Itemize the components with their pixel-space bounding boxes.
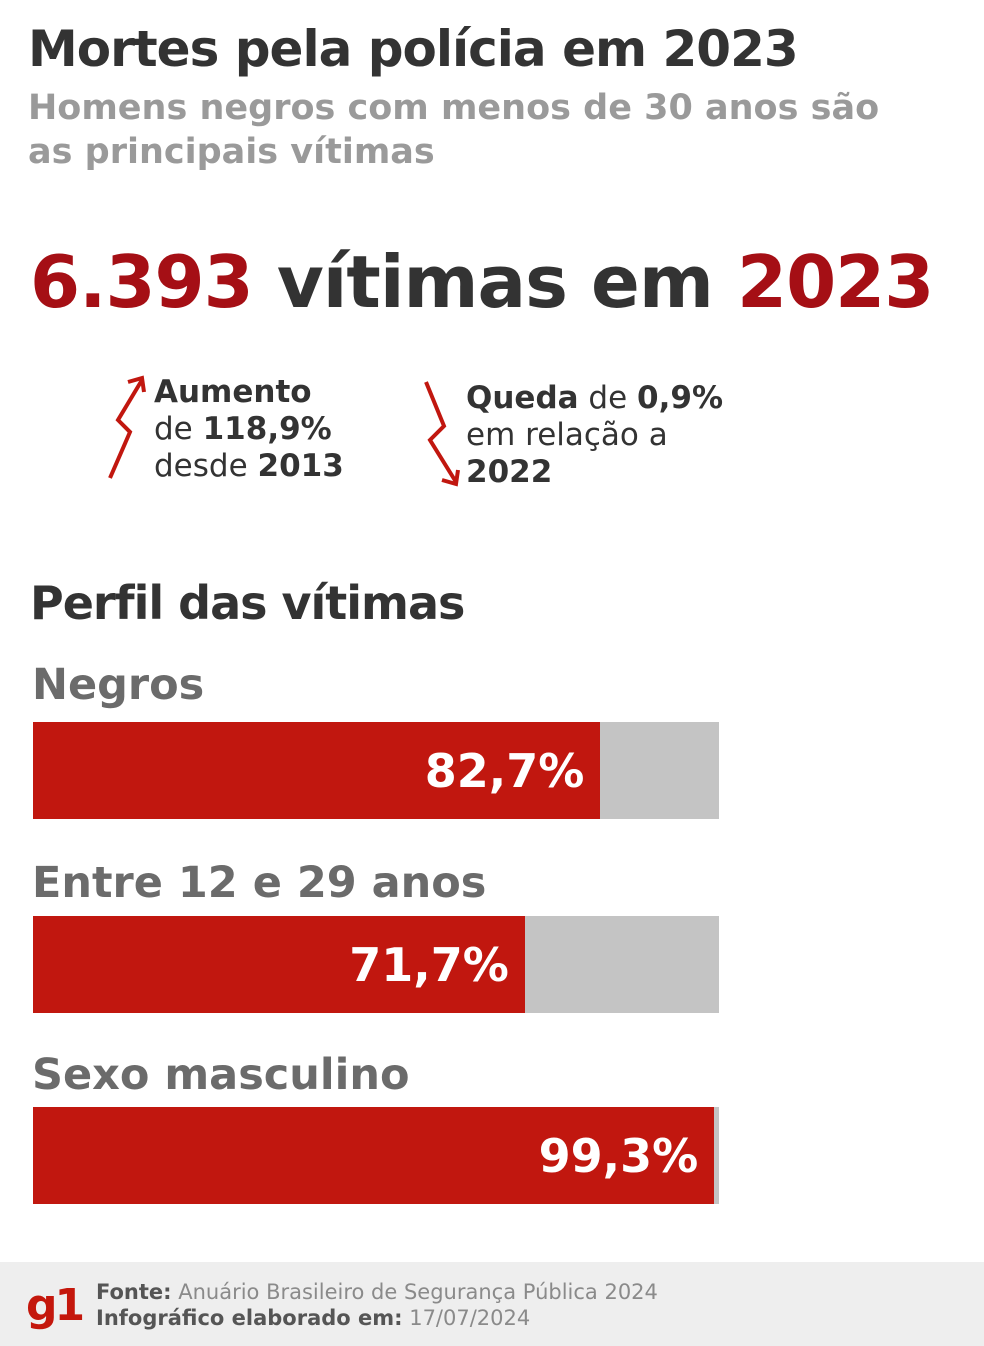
headline-stat: 6.393 vítimas em 2023 — [30, 240, 934, 324]
bar-value-label: 82,7% — [424, 743, 585, 798]
bar-track: 99,3% — [33, 1107, 719, 1204]
trend-decrease-value: 0,9% — [637, 380, 724, 416]
bar-value-label: 99,3% — [538, 1128, 699, 1183]
trend-down-arrow-icon — [424, 381, 460, 487]
bar-category-label: Negros — [32, 660, 205, 710]
source-line: Fonte: Anuário Brasileiro de Segurança P… — [96, 1280, 658, 1304]
bar — [33, 916, 525, 1013]
headline-middle: vítimas em — [252, 240, 737, 324]
footer — [0, 1262, 984, 1346]
trend-decrease-relation: em relação a — [466, 417, 668, 453]
chart-subtitle: Homens negros com menos de 30 anos são a… — [28, 88, 880, 172]
source-label: Fonte: — [96, 1280, 172, 1304]
bar-category-label: Sexo masculino — [32, 1050, 410, 1100]
made-value: 17/07/2024 — [402, 1306, 531, 1330]
chart-title: Mortes pela polícia em 2023 — [28, 20, 799, 78]
trend-decrease-label: Queda — [466, 380, 579, 416]
g1-logo: g1 — [26, 1280, 85, 1331]
trend-decrease-text: Queda de 0,9% em relação a 2022 — [466, 380, 723, 491]
made-date-line: Infográfico elaborado em: 17/07/2024 — [96, 1306, 530, 1330]
bar-value-label: 71,7% — [349, 937, 509, 992]
bar — [33, 722, 601, 819]
bar-category-label: Entre 12 e 29 anos — [32, 858, 487, 908]
trend-increase-label: Aumento — [154, 374, 312, 410]
trend-increase-value: 118,9% — [202, 411, 332, 447]
bar-track: 71,7% — [33, 916, 719, 1013]
trend-up-arrow-icon — [108, 375, 146, 479]
bar-track: 82,7% — [33, 722, 719, 819]
source-value: Anuário Brasileiro de Segurança Pública … — [171, 1280, 658, 1304]
headline-year: 2023 — [736, 240, 934, 324]
trend-increase-year: 2013 — [257, 448, 344, 484]
trend-increase-text: Aumento de 118,9% desde 2013 — [154, 374, 344, 485]
trend-decrease-mid: de — [578, 380, 638, 416]
made-label: Infográfico elaborado em: — [96, 1306, 403, 1330]
trend-increase-prefix: de — [154, 411, 203, 447]
bar — [33, 1107, 715, 1204]
trend-increase-since-prefix: desde — [154, 448, 258, 484]
trend-decrease-year: 2022 — [466, 454, 553, 490]
headline-number: 6.393 — [30, 240, 254, 324]
section-title: Perfil das vítimas — [30, 576, 465, 630]
